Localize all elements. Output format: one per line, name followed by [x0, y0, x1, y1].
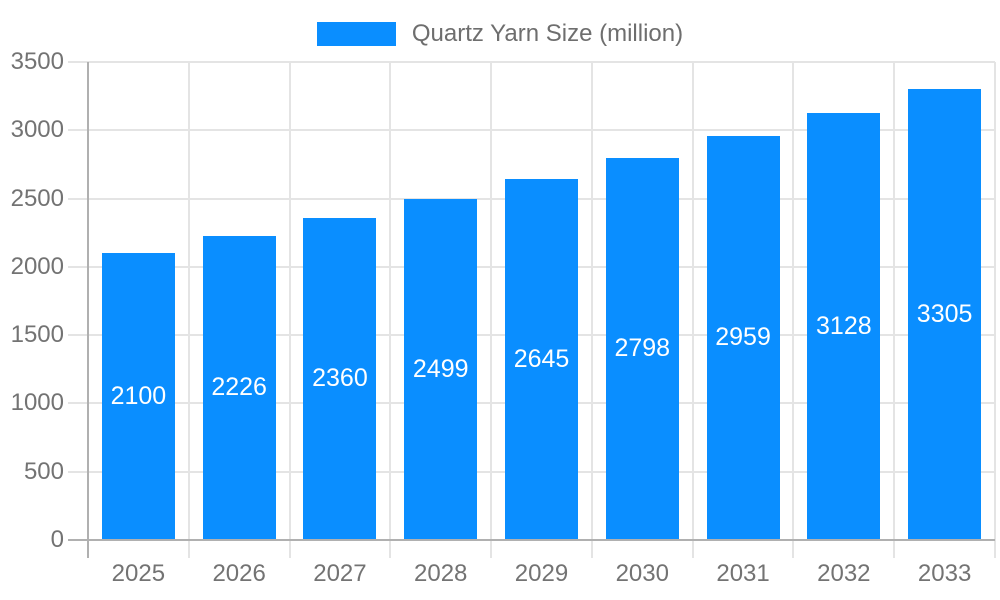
bar-value-label: 2360 [312, 364, 368, 393]
y-axis-label-2500: 2500 [10, 184, 64, 212]
y-axis-label-1500: 1500 [10, 321, 64, 349]
y-axis-label-0: 0 [50, 526, 64, 553]
legend: Quartz Yarn Size (million) [0, 20, 1000, 48]
y-gridline-3000 [68, 129, 995, 132]
legend-label: Quartz Yarn Size (million) [411, 20, 684, 47]
x-axis-label-2031: 2031 [716, 560, 770, 587]
bar-2029[interactable]: 2645 [505, 178, 578, 540]
y-axis-label-3500: 3500 [10, 48, 64, 75]
x-gridline-5 [590, 62, 593, 558]
legend-item[interactable]: Quartz Yarn Size (million) [316, 20, 684, 48]
bar-value-label: 2798 [614, 334, 671, 363]
x-axis-label-2025: 2025 [111, 560, 166, 587]
x-axis-label-2026: 2026 [212, 560, 266, 587]
bar-value-label: 2100 [110, 382, 167, 411]
x-gridline-7 [792, 62, 795, 558]
x-gridline-4 [490, 62, 493, 558]
x-axis-line [68, 539, 995, 541]
bar-2031[interactable]: 2959 [706, 135, 780, 540]
bar-value-label: 2645 [513, 344, 570, 373]
y-axis-label-1000: 1000 [10, 389, 64, 417]
y-axis-label-2000: 2000 [10, 252, 64, 280]
bar-2033[interactable]: 3305 [908, 88, 982, 540]
x-axis-label-2027: 2027 [313, 560, 367, 587]
bar-2030[interactable]: 2798 [605, 157, 679, 540]
bar-value-label: 2226 [211, 373, 267, 402]
y-axis-line [87, 62, 89, 558]
bar-2032[interactable]: 3128 [807, 112, 881, 540]
y-axis-label-3000: 3000 [10, 116, 64, 144]
bar-2027[interactable]: 2360 [303, 217, 377, 540]
bar-2025[interactable]: 2100 [101, 253, 175, 540]
x-axis-label-2029: 2029 [514, 560, 569, 587]
bar-value-label: 3128 [816, 311, 872, 340]
y-gridline-3500 [68, 61, 995, 63]
x-axis-label-2033: 2033 [917, 560, 972, 587]
bar-value-label: 2499 [412, 354, 469, 383]
x-gridline-3 [389, 62, 392, 558]
y-axis-label-500: 500 [23, 457, 64, 485]
legend-swatch-icon [316, 22, 396, 46]
plot-area: 2100 2226 2360 2499 2645 2798 2959 3128 3305 [68, 61, 996, 558]
x-gridline-1 [187, 62, 190, 558]
x-axis-label-2032: 2032 [817, 560, 871, 587]
x-gridline-2 [288, 62, 291, 558]
bar-2026[interactable]: 2226 [202, 235, 276, 540]
bar-value-label: 2959 [715, 323, 771, 352]
bar-2028[interactable]: 2499 [404, 198, 478, 540]
x-gridline-8 [893, 62, 896, 558]
x-axis-label-2030: 2030 [615, 560, 669, 587]
x-axis-label-2028: 2028 [414, 560, 468, 587]
x-gridline-6 [691, 62, 694, 558]
x-gridline-9 [994, 62, 996, 558]
bar-value-label: 3305 [916, 299, 973, 328]
